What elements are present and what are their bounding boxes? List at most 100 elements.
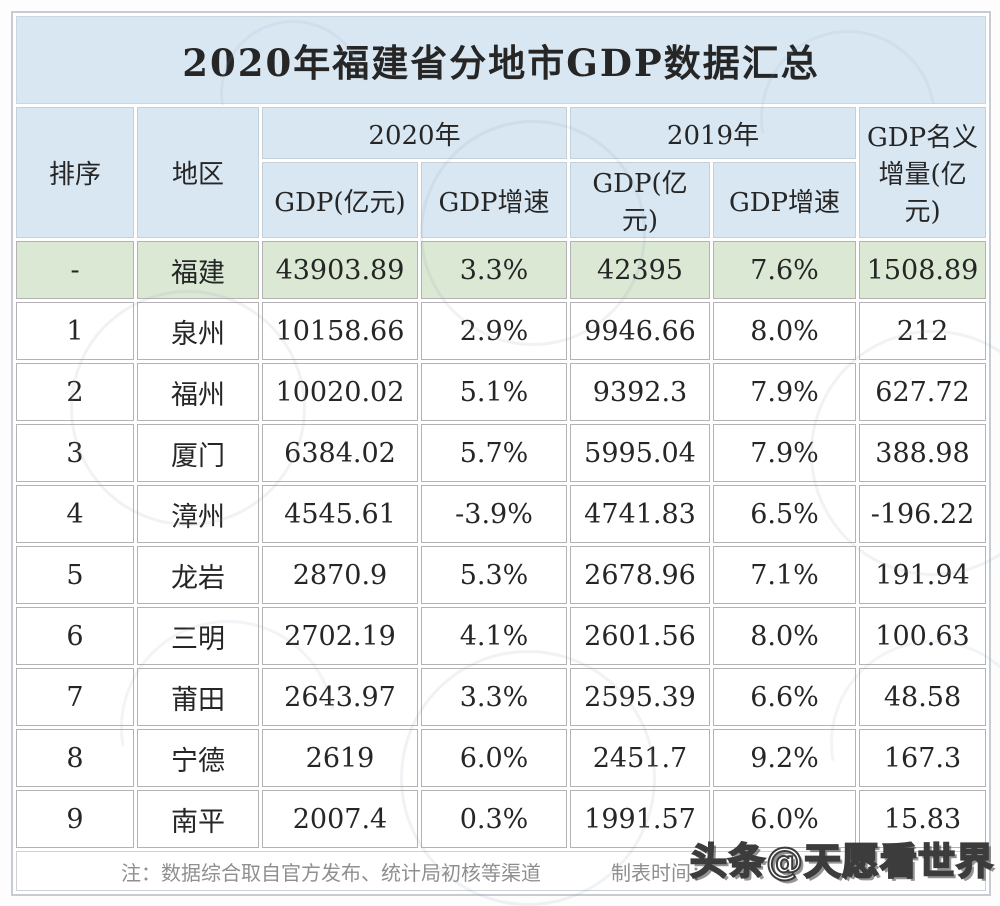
cell-rank: 4 [16,485,134,543]
cell-gdp2019: 9392.3 [570,363,710,421]
cell-growth2019: 7.1% [713,546,856,604]
cell-rank: 6 [16,607,134,665]
header-year-2020: 2020年 [262,107,567,159]
cell-rank: 8 [16,729,134,787]
cell-gdp2019: 2601.56 [570,607,710,665]
cell-growth2019: 7.9% [713,363,856,421]
cell-growth2020: -3.9% [421,485,567,543]
cell-gdp2020: 2643.97 [262,668,418,726]
table-row: 7 莆田 2643.97 3.3% 2595.39 6.6% 48.58 [16,668,987,726]
header-growth-2020: GDP增速 [421,162,567,238]
table-title: 2020年福建省分地市GDP数据汇总 [16,16,987,104]
cell-region: 宁德 [137,729,259,787]
cell-region: 厦门 [137,424,259,482]
cell-rank: 5 [16,546,134,604]
header-gdp-2019: GDP(亿元) [570,162,710,238]
cell-region: 泉州 [137,302,259,360]
cell-nominal: 212 [859,302,987,360]
header-region: 地区 [137,107,259,238]
cell-nominal: 1508.89 [859,241,987,299]
header-row-subcolumns: GDP(亿元) GDP增速 GDP(亿元) GDP增速 [16,162,986,238]
table-row: 5 龙岩 2870.9 5.3% 2678.96 7.1% 191.94 [16,546,987,604]
cell-nominal: 48.58 [859,668,987,726]
cell-gdp2019: 42395 [570,241,710,299]
footer-time-label: 制表时间： [611,860,711,885]
cell-growth2019: 6.5% [713,485,856,543]
cell-region: 福建 [137,241,259,299]
cell-gdp2020: 4545.61 [262,485,418,543]
table-body: - 福建 43903.89 3.3% 42395 7.6% 1508.89 1 泉州 10158.… [16,241,987,848]
cell-rank: 1 [16,302,134,360]
cell-gdp2019: 2678.96 [570,546,710,604]
cell-growth2019: 7.9% [713,424,856,482]
gdp-summary-table: 2020年福建省分地市GDP数据汇总 排序 地区 2020年 2019年 GDP… [11,11,992,896]
title-row: 2020年福建省分地市GDP数据汇总 [16,16,987,104]
table-row-province-total: - 福建 43903.89 3.3% 42395 7.6% 1508.89 [16,241,987,299]
table-row: 4 漳州 4545.61 -3.9% 4741.83 6.5% -196.22 [16,485,987,543]
table-row: 6 三明 2702.19 4.1% 2601.56 8.0% 100.63 [16,607,987,665]
cell-region: 莆田 [137,668,259,726]
cell-region: 漳州 [137,485,259,543]
cell-gdp2020: 2619 [262,729,418,787]
cell-gdp2019: 9946.66 [570,302,710,360]
cell-region: 福州 [137,363,259,421]
cell-rank: 2 [16,363,134,421]
cell-nominal: 627.72 [859,363,987,421]
cell-rank: - [16,241,134,299]
table-header: 2020年福建省分地市GDP数据汇总 排序 地区 2020年 2019年 GDP… [16,16,987,238]
table-row: 3 厦门 6384.02 5.7% 5995.04 7.9% 388.98 [16,424,987,482]
table-row: 8 宁德 2619 6.0% 2451.7 9.2% 167.3 [16,729,987,787]
header-rank: 排序 [16,107,134,238]
footer-note: 注：数据综合取自官方发布、统计局初核等渠道 [121,860,541,885]
cell-growth2020: 0.3% [421,790,567,848]
cell-gdp2020: 6384.02 [262,424,418,482]
cell-rank: 7 [16,668,134,726]
cell-rank: 9 [16,790,134,848]
cell-gdp2019: 5995.04 [570,424,710,482]
cell-gdp2020: 2007.4 [262,790,418,848]
cell-region: 南平 [137,790,259,848]
cell-gdp2019: 2595.39 [570,668,710,726]
cell-nominal: 100.63 [859,607,987,665]
toutiao-watermark: 头条@天愿看世界 [689,839,994,884]
cell-growth2019: 7.6% [713,241,856,299]
cell-nominal: -196.22 [859,485,987,543]
cell-nominal: 167.3 [859,729,987,787]
cell-growth2020: 5.3% [421,546,567,604]
table-row: 1 泉州 10158.66 2.9% 9946.66 8.0% 212 [16,302,987,360]
table-row: 2 福州 10020.02 5.1% 9392.3 7.9% 627.72 [16,363,987,421]
cell-growth2020: 3.3% [421,241,567,299]
cell-gdp2019: 1991.57 [570,790,710,848]
cell-growth2020: 2.9% [421,302,567,360]
cell-nominal: 191.94 [859,546,987,604]
cell-rank: 3 [16,424,134,482]
cell-growth2020: 5.7% [421,424,567,482]
header-year-2019: 2019年 [570,107,856,159]
cell-gdp2020: 10020.02 [262,363,418,421]
cell-growth2019: 8.0% [713,607,856,665]
header-row-groups: 排序 地区 2020年 2019年 GDP名义增量(亿元) [16,107,987,238]
cell-gdp2019: 2451.7 [570,729,710,787]
cell-gdp2019: 4741.83 [570,485,710,543]
cell-growth2019: 8.0% [713,302,856,360]
cell-growth2019: 9.2% [713,729,856,787]
cell-growth2019: 6.0% [713,790,856,848]
header-gdp-2020: GDP(亿元) [262,162,418,238]
header-growth-2019: GDP增速 [713,162,856,238]
cell-gdp2020: 10158.66 [262,302,418,360]
cell-growth2020: 3.3% [421,668,567,726]
cell-growth2019: 6.6% [713,668,856,726]
cell-growth2020: 6.0% [421,729,567,787]
cell-region: 龙岩 [137,546,259,604]
cell-nominal: 15.83 [859,790,987,848]
cell-growth2020: 4.1% [421,607,567,665]
cell-gdp2020: 2870.9 [262,546,418,604]
cell-gdp2020: 43903.89 [262,241,418,299]
cell-growth2020: 5.1% [421,363,567,421]
table-row: 9 南平 2007.4 0.3% 1991.57 6.0% 15.83 [16,790,987,848]
cell-region: 三明 [137,607,259,665]
header-nominal-increase: GDP名义增量(亿元) [859,107,987,238]
cell-gdp2020: 2702.19 [262,607,418,665]
cell-nominal: 388.98 [859,424,987,482]
